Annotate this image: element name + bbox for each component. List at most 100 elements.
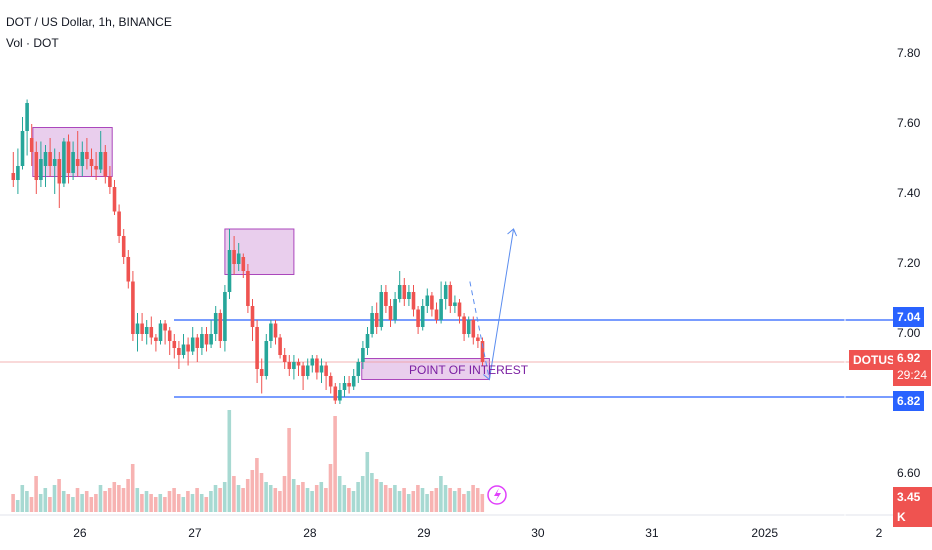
candle <box>296 358 301 376</box>
candle <box>328 372 333 394</box>
upper-level-tag: 7.04 <box>893 307 925 327</box>
candle <box>29 124 34 166</box>
volume-bar <box>452 491 457 512</box>
projection-dashed[interactable] <box>469 281 490 380</box>
candle <box>434 302 439 324</box>
arrow-head-icon <box>483 372 491 381</box>
candle <box>241 253 246 278</box>
candle <box>98 131 103 173</box>
volume-bar <box>20 485 25 512</box>
volume-bar <box>186 491 190 512</box>
lightning-icon[interactable] <box>487 485 507 505</box>
candle <box>347 376 351 394</box>
volume-bar <box>337 476 342 512</box>
candle <box>131 271 135 341</box>
candle <box>25 99 29 156</box>
volume-bar <box>356 482 360 512</box>
volume-bar <box>167 491 172 512</box>
volume-legend[interactable]: Vol · DOT <box>6 36 59 50</box>
volume-bar <box>287 428 291 512</box>
time-tick-label: 2025 <box>751 526 779 540</box>
arrow-head-icon <box>507 228 518 237</box>
volume-bar <box>443 485 448 512</box>
volume-bar <box>347 488 351 512</box>
volume-bar <box>107 488 112 512</box>
candle <box>172 334 177 359</box>
time-tick-label: 26 <box>73 526 87 540</box>
volume-bar <box>264 482 268 512</box>
volume-bar <box>153 497 158 512</box>
candle <box>108 166 112 194</box>
candle <box>315 355 319 380</box>
volume-bar <box>416 485 420 512</box>
zone-box[interactable] <box>361 358 490 380</box>
horizontal-levels <box>0 319 893 398</box>
volume-bar <box>38 494 43 512</box>
volume-bar <box>48 497 52 512</box>
candle <box>319 358 324 383</box>
volume-bar <box>310 491 314 512</box>
candle <box>218 309 223 348</box>
zone-box[interactable] <box>224 228 295 275</box>
volume-bar <box>480 494 485 512</box>
volume-value-tag: 3.45 K <box>893 487 932 527</box>
volume-bar <box>245 479 250 512</box>
volume-bar <box>25 491 29 512</box>
bar-countdown: 29:24 <box>897 368 928 382</box>
volume-bar <box>411 491 416 512</box>
price-tick-label: 7.60 <box>897 116 921 130</box>
candle <box>420 299 425 331</box>
candle <box>384 285 388 313</box>
candle <box>457 299 462 324</box>
volume-bar <box>61 491 66 512</box>
candle <box>200 327 204 355</box>
volume-bar <box>406 494 411 512</box>
volume-bar <box>268 485 273 512</box>
projection-arrows <box>469 228 518 381</box>
volume-bar <box>462 494 466 512</box>
candle <box>278 334 282 359</box>
candle <box>342 376 347 397</box>
candle <box>232 236 236 275</box>
candle <box>411 285 416 317</box>
candle <box>246 264 250 313</box>
volume-bar <box>190 494 195 512</box>
volume-bar <box>314 485 319 512</box>
candle <box>71 141 75 180</box>
candle <box>80 141 85 177</box>
volume-bar <box>209 491 213 512</box>
volume-bar <box>365 452 370 512</box>
volume-bar <box>388 488 393 512</box>
volume-bar <box>241 488 245 512</box>
volume-bar <box>89 497 94 512</box>
candle <box>236 243 241 271</box>
volume-bar <box>379 482 383 512</box>
candle <box>186 337 190 366</box>
candle <box>453 295 457 313</box>
candle <box>126 250 131 289</box>
candle <box>154 334 158 352</box>
candle <box>301 362 305 390</box>
candle <box>407 285 411 306</box>
candle <box>255 320 259 383</box>
time-tick-label: 28 <box>303 526 317 540</box>
price-tick-label: 7.00 <box>897 326 921 340</box>
volume-bar <box>227 410 232 512</box>
candle <box>361 341 365 369</box>
candle <box>163 320 167 345</box>
candle <box>140 313 144 341</box>
candle <box>324 362 328 390</box>
candle <box>338 383 342 404</box>
symbol-title[interactable]: DOT / US Dollar, 1h, BINANCE <box>6 15 172 29</box>
volume-bar <box>434 488 439 512</box>
volume-bar <box>370 473 374 512</box>
volume-bar <box>236 485 241 512</box>
volume-bar <box>301 482 305 512</box>
candle <box>11 152 16 187</box>
candle <box>144 320 149 345</box>
projection-solid[interactable] <box>488 228 515 380</box>
poi-label: POINT OF INTEREST <box>409 363 529 377</box>
volume-bar <box>112 482 117 512</box>
candle <box>213 306 218 341</box>
